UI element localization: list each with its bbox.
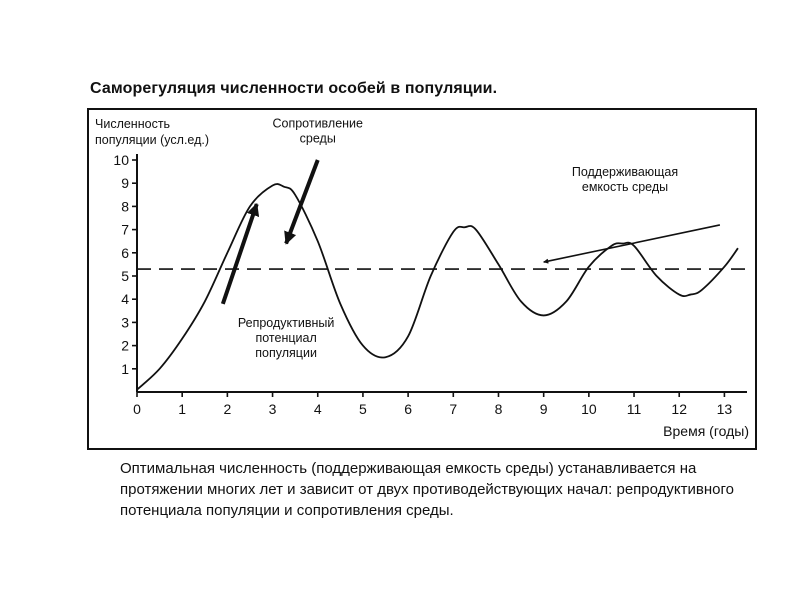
x-tick-label: 3 bbox=[269, 401, 277, 417]
annotation-label: потенциал bbox=[255, 331, 316, 345]
x-tick-label: 11 bbox=[627, 401, 642, 417]
annotation-label: среды bbox=[300, 132, 336, 146]
x-axis-label: Время (годы) bbox=[663, 423, 749, 439]
y-axis-label-line: Численность bbox=[95, 117, 170, 131]
y-axis-label: Численность популяции (усл.ед.) bbox=[95, 117, 209, 147]
annotation-label: популяции bbox=[255, 346, 317, 360]
x-tick-label: 9 bbox=[540, 401, 548, 417]
population-line bbox=[136, 183, 739, 391]
y-tick-label: 8 bbox=[121, 198, 129, 214]
chart-frame bbox=[87, 108, 757, 450]
annotation-label: емкость среды bbox=[582, 180, 668, 194]
x-tick-label: 7 bbox=[449, 401, 457, 417]
y-tick-label: 7 bbox=[121, 222, 129, 238]
chart-title: Саморегуляция численности особей в попул… bbox=[90, 80, 498, 97]
y-axis-label-line: популяции (усл.ед.) bbox=[95, 133, 209, 147]
x-tick-label: 10 bbox=[581, 401, 597, 417]
annotation-arrow bbox=[543, 224, 721, 264]
caption-text: Оптимальная численность (поддерживающая … bbox=[120, 460, 734, 519]
annotation-label: Поддерживающая bbox=[572, 165, 678, 179]
population-curve bbox=[136, 183, 739, 391]
x-tick-label: 6 bbox=[404, 401, 412, 417]
y-tick-label: 5 bbox=[121, 268, 129, 284]
y-tick-label: 1 bbox=[121, 361, 129, 377]
x-tick-label: 12 bbox=[671, 401, 687, 417]
x-tick-label: 2 bbox=[223, 401, 231, 417]
x-tick-label: 0 bbox=[133, 401, 141, 417]
x-tick-label: 4 bbox=[314, 401, 322, 417]
annotation-arrow bbox=[284, 159, 320, 245]
y-tick-label: 9 bbox=[121, 175, 129, 191]
y-tick-label: 2 bbox=[121, 338, 129, 354]
x-tick-label: 13 bbox=[717, 401, 733, 417]
x-tick-label: 1 bbox=[178, 401, 186, 417]
annotation-label: Сопротивление bbox=[272, 117, 363, 131]
annotation-arrow bbox=[220, 202, 260, 305]
x-tick-label: 5 bbox=[359, 401, 367, 417]
y-tick-label: 10 bbox=[113, 152, 129, 168]
y-tick-label: 6 bbox=[121, 245, 129, 261]
y-tick-label: 4 bbox=[121, 291, 129, 307]
annotation-label: Репродуктивный bbox=[238, 316, 335, 330]
axes bbox=[136, 154, 747, 393]
x-tick-label: 8 bbox=[495, 401, 503, 417]
y-tick-label: 3 bbox=[121, 314, 129, 330]
